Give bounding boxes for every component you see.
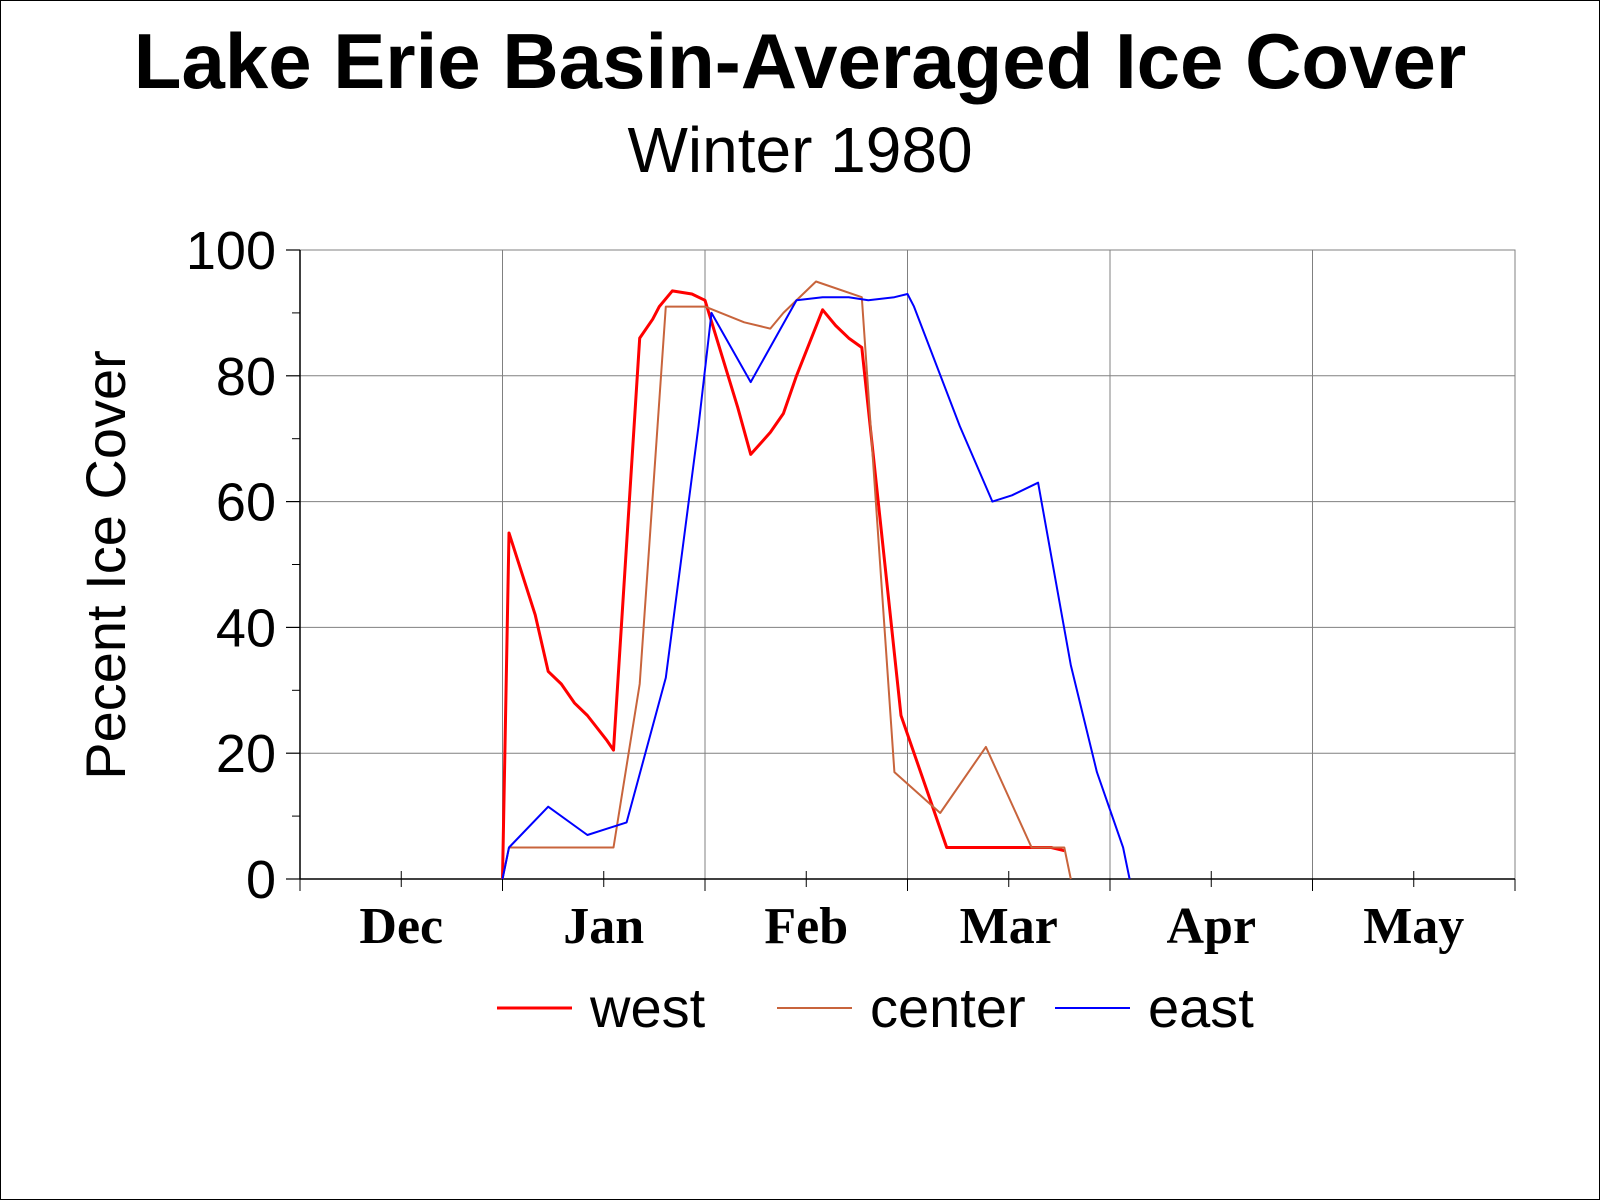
y-tick-label: 60 <box>216 473 276 533</box>
legend-label: west <box>589 976 706 1039</box>
legend: west center east <box>497 976 1254 1039</box>
data-series <box>501 280 1131 880</box>
chart-subtitle: Winter 1980 <box>627 114 973 186</box>
y-tick-label: 20 <box>216 724 276 784</box>
legend-item-east: east <box>1055 976 1254 1039</box>
y-tick-label: 0 <box>246 850 276 910</box>
legend-label: center <box>870 976 1026 1039</box>
y-tick-label: 80 <box>216 347 276 407</box>
y-tick-label: 40 <box>216 598 276 658</box>
y-tick-label: 100 <box>186 221 276 281</box>
x-month-label: Feb <box>764 898 848 955</box>
legend-label: east <box>1148 976 1254 1039</box>
x-month-label: Apr <box>1166 898 1256 955</box>
x-month-label: May <box>1363 898 1464 955</box>
x-month-label: Mar <box>960 898 1058 955</box>
series-line-center <box>501 280 1072 880</box>
axes: 0 20 40 60 80 100 Dec Jan Feb Mar Apr May <box>186 221 1516 955</box>
legend-item-center: center <box>777 976 1026 1039</box>
series-line-west <box>501 289 1065 880</box>
x-month-label: Jan <box>563 898 644 955</box>
series-line-east <box>501 293 1131 880</box>
x-month-label: Dec <box>359 898 443 955</box>
y-axis-label: Pecent Ice Cover <box>74 350 137 780</box>
chart-title: Lake Erie Basin-Averaged Ice Cover <box>133 17 1467 105</box>
legend-item-west: west <box>497 976 706 1039</box>
